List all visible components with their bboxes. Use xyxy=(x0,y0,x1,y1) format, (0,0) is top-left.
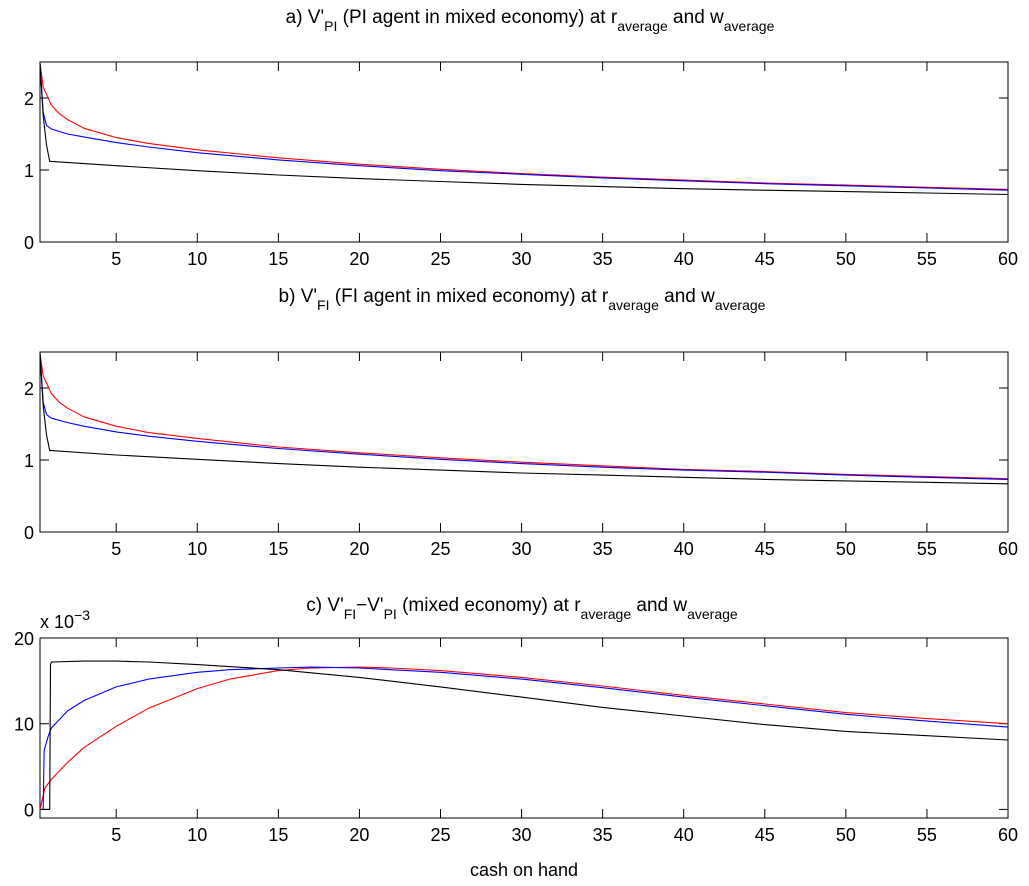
panel-c-ytick-label: 10 xyxy=(14,715,34,735)
panel-a-xtick-label: 10 xyxy=(187,249,207,269)
panel-c-series-line xyxy=(40,660,1009,810)
panel-b-ytick-label: 1 xyxy=(24,451,34,471)
panel-a-axes xyxy=(39,61,1009,243)
panel-c-xtick-label: 20 xyxy=(349,825,369,845)
panel-a-plot: 5 10 15 20 25 30 35 40 45 50 55 60 0 1 2 xyxy=(24,62,1018,269)
panel-b-plot: 5 10 15 20 25 30 35 40 45 50 55 60 0 1 2 xyxy=(24,352,1018,559)
panel-c: c) V'FI−V'PI (mixed economy) at raverage… xyxy=(14,595,1018,845)
panel-a-title: a) V'PI (PI agent in mixed economy) at r… xyxy=(286,7,775,34)
panel-a-xtick-label: 40 xyxy=(674,249,694,269)
panel-c-series-line xyxy=(40,666,1009,810)
panel-b-xtick-label: 50 xyxy=(836,539,856,559)
panel-c-xtick-label: 45 xyxy=(755,825,775,845)
panel-b-xtick-label: 45 xyxy=(755,539,775,559)
panel-b-ytick-label: 0 xyxy=(24,523,34,543)
panel-c-xtick-label: 25 xyxy=(430,825,450,845)
panel-b-xtick-label: 40 xyxy=(674,539,694,559)
panel-a-series-line xyxy=(39,63,1009,190)
panel-a-ytick-label: 0 xyxy=(24,233,34,253)
panel-b-xtick-label: 60 xyxy=(998,539,1018,559)
panel-b: b) V'FI (FI agent in mixed economy) at r… xyxy=(24,286,1018,559)
panel-a-xtick-label: 20 xyxy=(349,249,369,269)
panel-c-exponent-label: x 10−3 xyxy=(40,607,90,632)
panel-c-ytick-label: 0 xyxy=(24,800,34,820)
panel-a-xtick-label: 5 xyxy=(111,249,121,269)
panel-b-xtick-label: 5 xyxy=(111,539,121,559)
panel-c-axes xyxy=(39,637,1009,819)
panel-a-xtick-label: 25 xyxy=(430,249,450,269)
panel-c-plot: 5 10 15 20 25 30 35 40 45 50 55 60 0 10 20 xyxy=(14,629,1018,845)
panel-c-xtick-label: 55 xyxy=(917,825,937,845)
panel-b-series-line xyxy=(39,353,1009,485)
panel-c-xtick-label: 30 xyxy=(512,825,532,845)
panel-a-ytick-label: 2 xyxy=(24,89,34,109)
panel-b-series-line xyxy=(39,353,1009,480)
panel-c-xtick-label: 10 xyxy=(187,825,207,845)
panel-c-ytick-label: 20 xyxy=(14,629,34,649)
panel-c-xtick-label: 60 xyxy=(998,825,1018,845)
panel-c-series-line xyxy=(39,666,1009,810)
panel-a-series-line xyxy=(39,63,1009,196)
panel-c-xtick-label: 5 xyxy=(111,825,121,845)
panel-a-xtick-label: 50 xyxy=(836,249,856,269)
panel-a-ytick-label: 1 xyxy=(24,161,34,181)
panel-a-xtick-label: 30 xyxy=(512,249,532,269)
panel-b-xtick-label: 25 xyxy=(430,539,450,559)
panel-c-xtick-label: 15 xyxy=(268,825,288,845)
panel-b-xtick-label: 30 xyxy=(512,539,532,559)
panel-c-xtick-label: 40 xyxy=(674,825,694,845)
panel-a-xtick-label: 45 xyxy=(755,249,775,269)
panel-b-title: b) V'FI (FI agent in mixed economy) at r… xyxy=(279,286,766,313)
panel-c-xtick-label: 50 xyxy=(836,825,856,845)
panel-b-series-line xyxy=(39,353,1009,480)
panel-a-xtick-label: 15 xyxy=(268,249,288,269)
panel-b-xtick-label: 35 xyxy=(593,539,613,559)
panel-c-title: c) V'FI−V'PI (mixed economy) at raverage… xyxy=(306,595,738,622)
panel-a-xtick-label: 55 xyxy=(917,249,937,269)
panel-c-xtick-label: 35 xyxy=(593,825,613,845)
x-axis-label: cash on hand xyxy=(470,860,578,880)
panel-b-xtick-label: 10 xyxy=(187,539,207,559)
panel-a-series-line xyxy=(39,63,1009,191)
panel-a-xtick-label: 35 xyxy=(593,249,613,269)
panel-b-axes xyxy=(39,351,1009,533)
panel-b-xtick-label: 55 xyxy=(917,539,937,559)
panel-b-xtick-label: 20 xyxy=(349,539,369,559)
panel-b-xtick-label: 15 xyxy=(268,539,288,559)
panel-a: a) V'PI (PI agent in mixed economy) at r… xyxy=(24,7,1018,269)
panel-a-xtick-label: 60 xyxy=(998,249,1018,269)
panel-b-ytick-label: 2 xyxy=(24,379,34,399)
